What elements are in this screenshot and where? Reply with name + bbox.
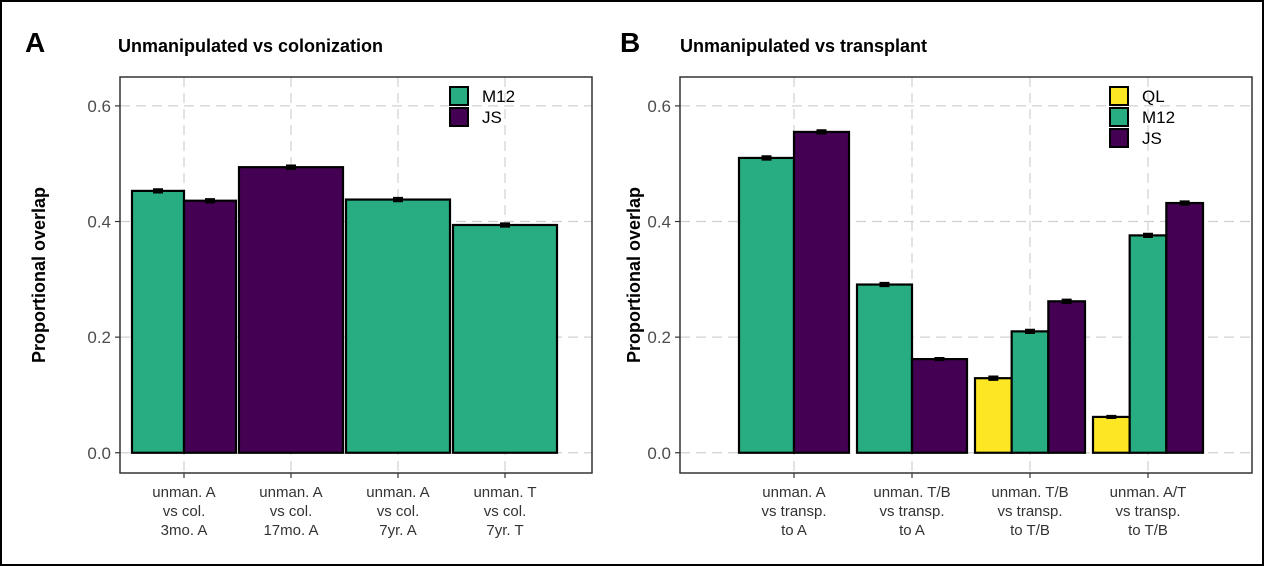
x-tick-label: unman. T/B xyxy=(991,484,1068,501)
legend-label: M12 xyxy=(482,87,515,106)
y-tick-label: 0.0 xyxy=(647,444,671,463)
x-tick-label: 7yr. A xyxy=(379,522,417,539)
y-axis-title: Proportional overlap xyxy=(624,187,644,363)
y-tick-label: 0.2 xyxy=(87,328,111,347)
legend-label: JS xyxy=(482,108,502,127)
bar xyxy=(910,358,969,454)
legend-key xyxy=(1109,128,1129,148)
legend-key xyxy=(1109,107,1129,127)
chart-title: Unmanipulated vs transplant xyxy=(680,36,927,56)
error-bar xyxy=(988,375,999,381)
panel-label: A xyxy=(25,27,45,58)
error-bar xyxy=(286,164,296,170)
error-bar xyxy=(1179,200,1190,206)
legend-label: M12 xyxy=(1142,108,1175,127)
bar xyxy=(1091,415,1131,454)
error-bar xyxy=(816,129,827,135)
bar xyxy=(237,166,345,454)
legend-key xyxy=(1109,86,1129,106)
y-tick-label: 0.4 xyxy=(647,213,671,232)
x-tick-label: 17mo. A xyxy=(263,522,318,539)
legend-label: JS xyxy=(1142,129,1162,148)
bar xyxy=(451,223,559,454)
error-bar xyxy=(1025,328,1035,334)
x-tick-label: 3mo. A xyxy=(161,522,208,539)
y-axis-title: Proportional overlap xyxy=(29,187,49,363)
x-tick-label: vs col. xyxy=(270,503,313,520)
bar xyxy=(130,189,186,454)
x-tick-label: vs transp. xyxy=(997,503,1062,520)
bar xyxy=(344,198,452,454)
bar xyxy=(737,156,796,454)
error-bar xyxy=(1061,298,1072,304)
bar xyxy=(182,199,238,454)
x-tick-label: unman. A xyxy=(366,484,429,501)
x-tick-label: vs transp. xyxy=(1115,503,1180,520)
bar xyxy=(855,283,914,454)
x-tick-label: vs col. xyxy=(163,503,206,520)
y-tick-label: 0.6 xyxy=(87,97,111,116)
plot-border xyxy=(119,76,593,474)
error-bar xyxy=(934,357,945,362)
y-tick-label: 0.6 xyxy=(647,97,671,116)
x-tick-label: to T/B xyxy=(1010,522,1050,539)
x-tick-label: to A xyxy=(781,522,807,539)
x-tick-label: unman. A/T xyxy=(1110,484,1187,501)
x-tick-label: unman. A xyxy=(152,484,215,501)
error-bar xyxy=(205,198,215,204)
x-tick-label: vs col. xyxy=(484,503,527,520)
error-bar xyxy=(879,281,890,288)
bar xyxy=(1010,330,1050,454)
x-tick-label: to T/B xyxy=(1128,522,1168,539)
plot-border xyxy=(679,76,1253,474)
x-tick-label: vs col. xyxy=(377,503,420,520)
legend-key xyxy=(449,107,469,127)
error-bar xyxy=(393,196,403,203)
x-tick-label: to A xyxy=(899,522,925,539)
x-tick-label: unman. T/B xyxy=(873,484,950,501)
y-tick-label: 0.4 xyxy=(87,213,111,232)
x-tick-label: vs transp. xyxy=(761,503,826,520)
y-tick-label: 0.0 xyxy=(87,444,111,463)
x-tick-label: 7yr. T xyxy=(486,522,523,539)
x-tick-label: unman. A xyxy=(762,484,825,501)
bar xyxy=(973,377,1013,454)
bar xyxy=(1128,234,1168,454)
x-tick-label: unman. T xyxy=(473,484,536,501)
error-bar xyxy=(500,222,510,228)
error-bar xyxy=(1143,232,1153,239)
error-bar xyxy=(153,188,163,194)
legend-key xyxy=(449,86,469,106)
panel-label: B xyxy=(620,27,640,58)
error-bar xyxy=(1106,414,1117,419)
x-tick-label: vs transp. xyxy=(879,503,944,520)
bar xyxy=(792,130,851,454)
legend-label: QL xyxy=(1142,87,1165,106)
chart-title: Unmanipulated vs colonization xyxy=(118,36,383,56)
bar xyxy=(1047,300,1087,454)
x-tick-label: unman. A xyxy=(259,484,322,501)
bar xyxy=(1165,201,1205,454)
error-bar xyxy=(761,155,772,161)
y-tick-label: 0.2 xyxy=(647,328,671,347)
